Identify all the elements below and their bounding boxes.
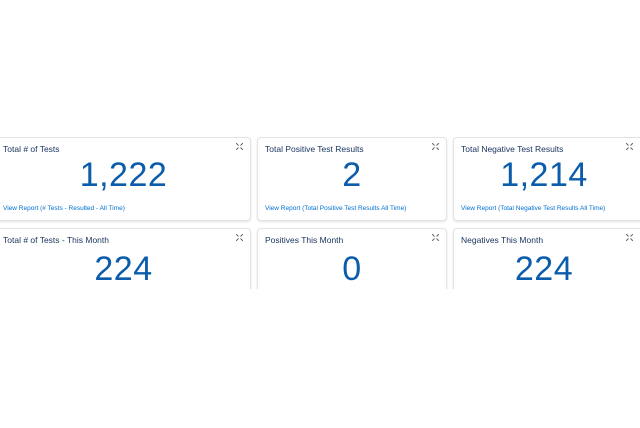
metric-value: 0	[342, 250, 362, 288]
card-negatives-this-month: Negatives This Month 224	[453, 228, 640, 289]
metric-value: 224	[94, 250, 153, 288]
metric-value: 224	[514, 250, 574, 288]
view-report-link[interactable]: View Report (Total Negative Test Results…	[461, 205, 606, 212]
expand-icon[interactable]	[431, 233, 440, 242]
card-title: Total # of Tests	[3, 144, 60, 154]
metric-value: 2	[342, 156, 362, 194]
expand-icon[interactable]	[235, 233, 244, 242]
card-title: Total Negative Test Results	[461, 144, 564, 154]
expand-icon[interactable]	[431, 142, 440, 151]
expand-icon[interactable]	[625, 233, 634, 242]
card-title: Positives This Month	[265, 235, 344, 245]
view-report-link[interactable]: View Report (# Tests - Resulted - All Ti…	[3, 205, 125, 212]
card-positives-this-month: Positives This Month 0	[257, 228, 447, 289]
card-title: Total Positive Test Results	[265, 144, 364, 154]
dashboard-grid: Total # of Tests 1,222 View Report (# Te…	[0, 137, 640, 289]
card-tests-this-month: Total # of Tests - This Month 224	[0, 228, 251, 289]
expand-icon[interactable]	[235, 142, 244, 151]
expand-icon[interactable]	[625, 142, 634, 151]
metric-value: 1,222	[79, 156, 168, 194]
card-title: Total # of Tests - This Month	[3, 235, 109, 245]
card-total-tests: Total # of Tests 1,222 View Report (# Te…	[0, 137, 251, 221]
card-title: Negatives This Month	[461, 235, 544, 245]
metric-value: 1,214	[500, 156, 588, 194]
card-total-positive: Total Positive Test Results 2 View Repor…	[257, 137, 447, 221]
card-total-negative: Total Negative Test Results 1,214 View R…	[453, 137, 640, 221]
view-report-link[interactable]: View Report (Total Positive Test Results…	[265, 205, 407, 212]
